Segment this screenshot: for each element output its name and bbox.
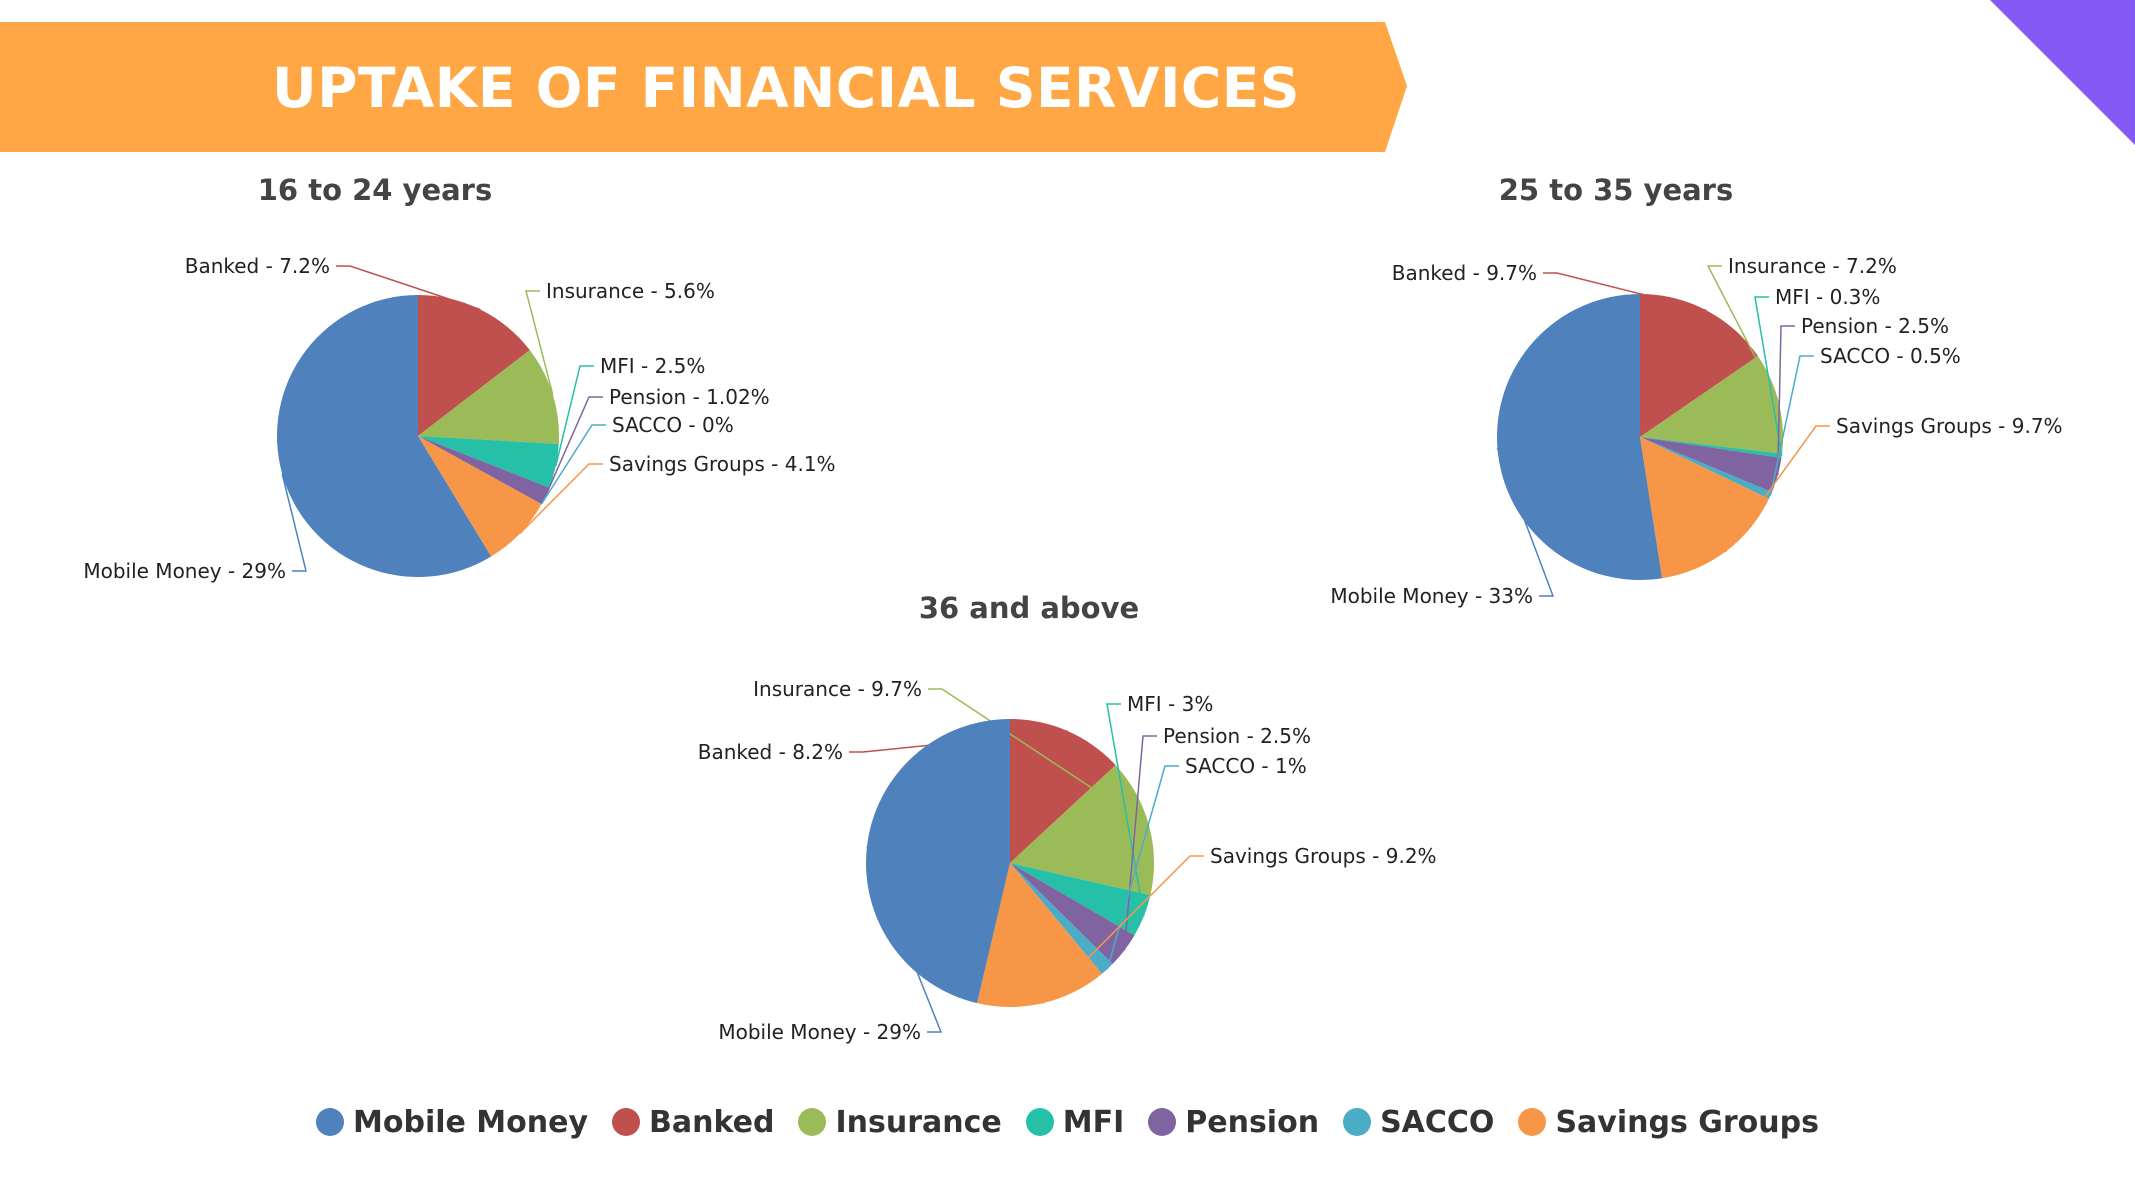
- pie-slice-savings-groups: [977, 863, 1102, 1007]
- leader-line-insurance: [928, 688, 1150, 827]
- data-label-savings-groups: Savings Groups - 4.1%: [609, 452, 836, 476]
- pie-chart-25-to-35-years: Banked - 9.7% Insurance - 7.2% MFI - 0.3% P…: [1330, 254, 2062, 608]
- data-label-mfi: MFI - 2.5%: [600, 354, 705, 378]
- data-label-pension: Pension - 2.5%: [1163, 724, 1311, 748]
- leader-line-insurance: [525, 290, 554, 395]
- data-label-sacco: SACCO - 1%: [1185, 754, 1307, 778]
- pie-slice-savings-groups: [1640, 437, 1769, 579]
- data-label-mobile-money: Mobile Money - 29%: [83, 559, 286, 583]
- data-label-sacco: SACCO - 0.5%: [1820, 344, 1961, 368]
- leader-line-pension: [544, 396, 603, 497]
- legend-swatch-sacco: [1343, 1108, 1372, 1136]
- data-label-banked: Banked - 7.2%: [185, 254, 330, 278]
- chart-title-36-above: 36 and above: [918, 591, 1140, 625]
- pie-slice-mfi: [418, 436, 559, 488]
- pie-slice-sacco: [1010, 863, 1113, 974]
- leader-line-pension: [1123, 735, 1157, 951]
- data-label-pension: Pension - 2.5%: [1801, 314, 1949, 338]
- title-banner: [0, 22, 1407, 152]
- legend-label: SACCO: [1380, 1104, 1495, 1140]
- pie-slice-mfi: [1010, 863, 1151, 936]
- leader-line-mobile-money: [1496, 447, 1555, 597]
- chart-title-16-24: 16 to 24 years: [257, 173, 493, 207]
- pie-chart-16-to-24-years: Banked - 7.2% Insurance - 5.6% MFI - 2.5% P…: [83, 254, 835, 583]
- data-label-pension: Pension - 1.02%: [609, 385, 770, 409]
- leader-line-mfi: [1754, 296, 1783, 456]
- pie-slice-banked: [1640, 294, 1758, 437]
- leader-line-savings-groups: [1724, 425, 1830, 553]
- leader-line-mfi: [555, 365, 594, 467]
- leader-line-banked: [336, 265, 481, 311]
- pie-slice-sacco: [1640, 437, 1772, 499]
- legend-swatch-savings-groups: [1518, 1108, 1547, 1136]
- data-label-banked: Banked - 9.7%: [1392, 261, 1537, 285]
- legend-swatch-mobile-money: [316, 1108, 344, 1136]
- leader-line-insurance: [1706, 265, 1780, 404]
- leader-line-sacco: [1106, 765, 1179, 970]
- leader-line-mobile-money: [281, 473, 307, 572]
- leader-line-savings-groups: [519, 463, 603, 535]
- pie-slice-banked: [1010, 719, 1116, 863]
- pie-slice-pension: [418, 436, 550, 505]
- pie-chart-36-and-above: Banked - 8.2% Insurance - 9.7% MFI - 3% Pen…: [698, 677, 1437, 1044]
- legend-label: Mobile Money: [353, 1104, 589, 1140]
- legend-swatch-banked: [612, 1108, 641, 1136]
- legend-label: Savings Groups: [1555, 1104, 1819, 1140]
- legend-label: Pension: [1185, 1104, 1320, 1140]
- leader-line-banked: [1543, 272, 1707, 312]
- legend-label: Banked: [649, 1104, 775, 1140]
- legend-label: Insurance: [835, 1104, 1002, 1140]
- pie-slice-insurance: [418, 350, 559, 444]
- legend-item-pension: Pension: [1148, 1105, 1319, 1140]
- pie-slice-mobile-money: [1497, 294, 1663, 580]
- data-label-savings-groups: Savings Groups - 9.7%: [1836, 414, 2063, 438]
- data-label-insurance: Insurance - 9.7%: [753, 677, 922, 701]
- legend-item-mfi: MFI: [1025, 1104, 1125, 1140]
- pie-slice-savings-groups: [418, 436, 542, 557]
- chart-title-25-35: 25 to 35 years: [1498, 173, 1734, 207]
- leader-line-mobile-money: [866, 846, 943, 1033]
- pie-slice-mfi: [1640, 437, 1783, 458]
- leader-line-sacco: [540, 424, 606, 505]
- data-label-mfi: MFI - 3%: [1127, 692, 1213, 716]
- data-label-savings-groups: Savings Groups - 9.2%: [1210, 844, 1437, 868]
- legend-item-banked: Banked: [612, 1105, 774, 1140]
- legend-swatch-pension: [1148, 1108, 1177, 1136]
- legend-label: MFI: [1062, 1104, 1125, 1140]
- legend-item-sacco: SACCO: [1343, 1105, 1494, 1140]
- data-label-mobile-money: Mobile Money - 33%: [1330, 584, 1533, 608]
- legend-item-insurance: Insurance: [798, 1104, 1002, 1140]
- leader-line-savings-groups: [1042, 855, 1204, 1004]
- leader-line-mfi: [1106, 703, 1145, 917]
- pie-slice-banked: [418, 295, 530, 436]
- legend-swatch-mfi: [1025, 1108, 1054, 1136]
- corner-decoration: [1990, 0, 2135, 145]
- legend-swatch-insurance: [798, 1108, 827, 1136]
- data-label-mfi: MFI - 0.3%: [1775, 285, 1880, 309]
- data-label-insurance: Insurance - 5.6%: [546, 279, 715, 303]
- pie-slice-pension: [1640, 437, 1782, 493]
- chart-legend: Mobile Money Banked Insurance MFI Pensio…: [0, 1096, 2135, 1148]
- page-title: UPTAKE OF FINANCIAL SERVICES: [272, 56, 1300, 120]
- data-label-banked: Banked - 8.2%: [698, 740, 843, 764]
- data-label-insurance: Insurance - 7.2%: [1728, 254, 1897, 278]
- data-label-mobile-money: Mobile Money - 29%: [718, 1020, 921, 1044]
- pie-slice-pension: [1010, 863, 1135, 965]
- pie-slice-mobile-money: [277, 295, 492, 577]
- pie-slice-insurance: [1010, 765, 1154, 896]
- leader-line-sacco: [1769, 355, 1814, 496]
- pie-slice-mobile-money: [866, 719, 1010, 1004]
- leader-line-pension: [1776, 325, 1795, 476]
- data-label-sacco: SACCO - 0%: [612, 413, 734, 437]
- legend-item-savings-groups: Savings Groups: [1518, 1105, 1819, 1140]
- corner-triangle: [1990, 0, 2135, 145]
- pie-slice-insurance: [1640, 356, 1783, 454]
- banner-shape: [0, 22, 1407, 152]
- legend-item-mobile-money: Mobile Money: [316, 1105, 588, 1140]
